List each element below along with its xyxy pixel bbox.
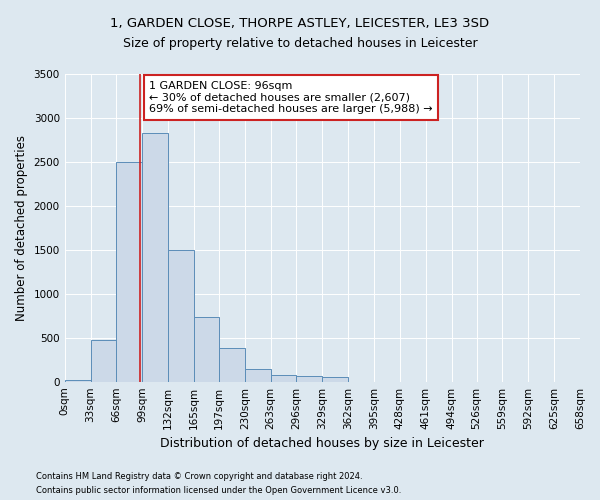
Text: 1 GARDEN CLOSE: 96sqm
← 30% of detached houses are smaller (2,607)
69% of semi-d: 1 GARDEN CLOSE: 96sqm ← 30% of detached … <box>149 81 433 114</box>
Bar <box>271 374 296 382</box>
Bar <box>65 380 91 382</box>
Bar <box>245 370 271 382</box>
Bar <box>296 376 322 382</box>
X-axis label: Distribution of detached houses by size in Leicester: Distribution of detached houses by size … <box>160 437 484 450</box>
Text: 1, GARDEN CLOSE, THORPE ASTLEY, LEICESTER, LE3 3SD: 1, GARDEN CLOSE, THORPE ASTLEY, LEICESTE… <box>110 18 490 30</box>
Bar <box>322 378 348 382</box>
Y-axis label: Number of detached properties: Number of detached properties <box>15 135 28 321</box>
Bar <box>194 317 219 382</box>
Bar <box>168 250 194 382</box>
Text: Contains HM Land Registry data © Crown copyright and database right 2024.: Contains HM Land Registry data © Crown c… <box>36 472 362 481</box>
Bar <box>219 348 245 382</box>
Bar <box>142 134 168 382</box>
Text: Size of property relative to detached houses in Leicester: Size of property relative to detached ho… <box>122 38 478 51</box>
Bar <box>91 340 116 382</box>
Bar <box>116 162 142 382</box>
Text: Contains public sector information licensed under the Open Government Licence v3: Contains public sector information licen… <box>36 486 401 495</box>
